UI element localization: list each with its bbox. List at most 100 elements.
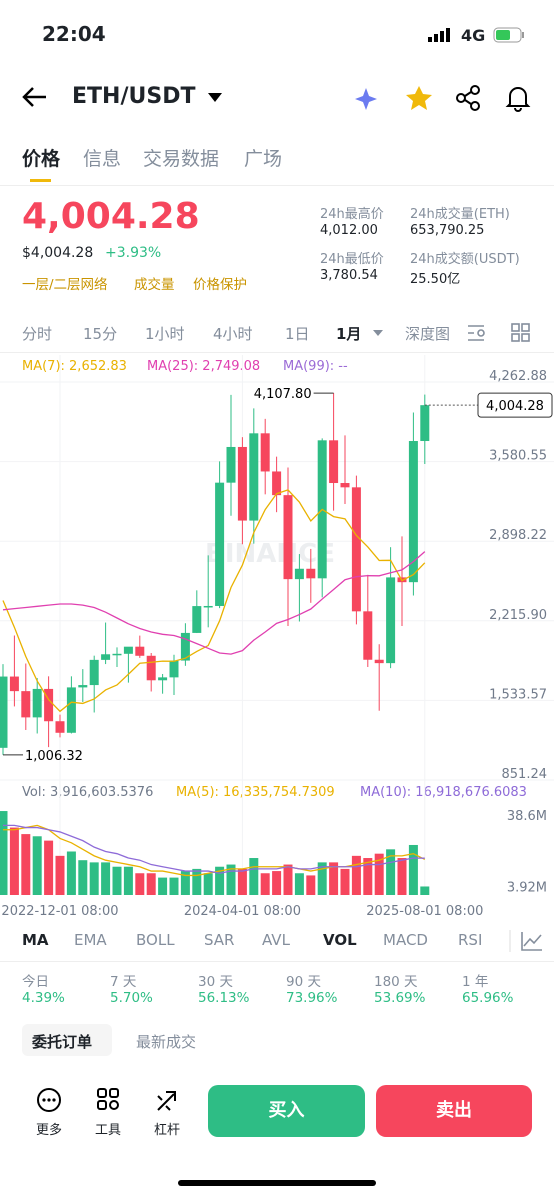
tab[interactable]: 广场: [244, 148, 283, 170]
candle-body: [0, 676, 8, 748]
stat-label: 24h最低价: [320, 252, 384, 267]
chart-tools[interactable]: [464, 321, 544, 345]
volume-bar: [408, 844, 418, 895]
sell-button[interactable]: 卖出: [376, 1085, 532, 1137]
indicator[interactable]: VOL: [323, 931, 357, 949]
indicator[interactable]: SAR: [204, 931, 235, 949]
volume-bar: [21, 834, 31, 895]
divider: [0, 185, 554, 186]
interval[interactable]: 分时: [22, 325, 53, 343]
interval[interactable]: 1月: [336, 325, 362, 343]
ai-button[interactable]: [354, 84, 384, 114]
performance-change: 65.96%: [462, 990, 514, 1006]
indicator[interactable]: MA: [22, 931, 49, 949]
tab[interactable]: 信息: [83, 148, 122, 170]
share-button[interactable]: [455, 84, 483, 112]
candle-body: [329, 440, 339, 484]
stat-value: 4,012.00: [320, 223, 378, 238]
alert-button[interactable]: [504, 84, 532, 112]
tag[interactable]: 一层/二层网络: [22, 277, 108, 293]
indicator-settings[interactable]: [508, 928, 548, 954]
interval[interactable]: 15分: [83, 325, 118, 343]
volume-bar: [215, 866, 225, 895]
candle-body: [260, 433, 270, 472]
candle-body: [32, 688, 42, 718]
interval-caret: [373, 330, 383, 336]
volume-bar: [89, 862, 99, 895]
candle-body: [9, 676, 19, 692]
indicator[interactable]: BOLL: [136, 931, 175, 949]
home-indicator: [178, 1180, 376, 1186]
volume-bar: [420, 886, 430, 895]
pair-dropdown[interactable]: [206, 90, 224, 104]
back-button[interactable]: [20, 84, 50, 110]
volume-ma-legend: MA(10): 16,918,676.6083: [360, 785, 527, 800]
network-label: 4G: [461, 26, 486, 45]
volume-bar: [237, 868, 247, 895]
candle-body: [203, 605, 213, 608]
performance-change: 4.39%: [22, 990, 65, 1006]
order-tab-bg: [22, 1024, 112, 1056]
stat-value: 3,780.54: [320, 268, 378, 283]
tab[interactable]: 交易数据: [143, 148, 220, 170]
ma-line: [2, 551, 426, 655]
candle-body: [363, 611, 373, 660]
indicator[interactable]: MACD: [383, 931, 428, 949]
candle-body: [340, 483, 350, 488]
candle-body: [408, 441, 418, 583]
candle-body: [192, 606, 202, 633]
candle-body: [101, 654, 111, 660]
toolbar-tools[interactable]: 工具: [95, 1123, 122, 1138]
last-price: 4,004.28: [22, 196, 200, 237]
candle-body: [112, 653, 122, 656]
y-tick-label: 2,215.90: [489, 608, 547, 623]
candle-body: [237, 446, 247, 521]
interval[interactable]: 1小时: [145, 325, 185, 343]
performance-period: 今日: [22, 974, 49, 990]
tag[interactable]: 成交量: [134, 277, 175, 293]
toolbar-more[interactable]: 更多: [36, 1123, 63, 1138]
favorite-button[interactable]: [404, 84, 434, 112]
volume-bar: [283, 864, 293, 895]
candle-body: [351, 487, 361, 612]
volume-tick-label: 38.6M: [507, 809, 547, 824]
candle-body: [21, 691, 31, 718]
order-tab[interactable]: 最新成交: [136, 1033, 197, 1051]
volume-bar: [226, 864, 236, 895]
candle-body: [272, 471, 282, 496]
x-tick-label: 2024-04-01 08:00: [184, 904, 301, 919]
candle-body: [89, 659, 99, 686]
indicator[interactable]: AVL: [262, 931, 290, 949]
interval[interactable]: 深度图: [405, 325, 449, 343]
y-tick-label: 2,898.22: [489, 528, 547, 543]
volume-bar: [9, 827, 19, 895]
interval[interactable]: 4小时: [213, 325, 253, 343]
ma-legend: MA(7): 2,652.83: [22, 359, 127, 374]
order-tab[interactable]: 委托订单: [32, 1033, 93, 1051]
interval[interactable]: 1日: [285, 325, 310, 343]
x-tick-label: 2022-12-01 08:00: [1, 904, 118, 919]
volume-bar: [340, 868, 350, 895]
y-tick-label: 1,533.57: [489, 687, 547, 702]
volume-bar: [44, 840, 54, 895]
stat-value: 25.50亿: [410, 272, 461, 287]
y-tick-label: 4,262.88: [489, 369, 547, 384]
performance-period: 30 天: [198, 974, 233, 990]
volume-bar: [363, 858, 373, 895]
toolbar-leverage[interactable]: 杠杆: [154, 1123, 181, 1138]
pair-title[interactable]: ETH/USDT: [72, 84, 196, 109]
volume-bar: [329, 862, 339, 895]
buy-button[interactable]: 买入: [208, 1085, 365, 1137]
divider: [0, 352, 554, 353]
volume-bar: [66, 851, 76, 895]
tag[interactable]: 价格保护: [193, 277, 247, 293]
volume-ma-legend: MA(5): 16,335,754.7309: [176, 785, 335, 800]
status-icons: [428, 27, 524, 43]
y-tick-label: 851.24: [502, 767, 548, 782]
indicator[interactable]: EMA: [74, 931, 107, 949]
tab[interactable]: 价格: [22, 148, 61, 170]
volume-bar: [317, 862, 327, 895]
indicator[interactable]: RSI: [458, 931, 483, 949]
status-time: 22:04: [42, 22, 106, 46]
